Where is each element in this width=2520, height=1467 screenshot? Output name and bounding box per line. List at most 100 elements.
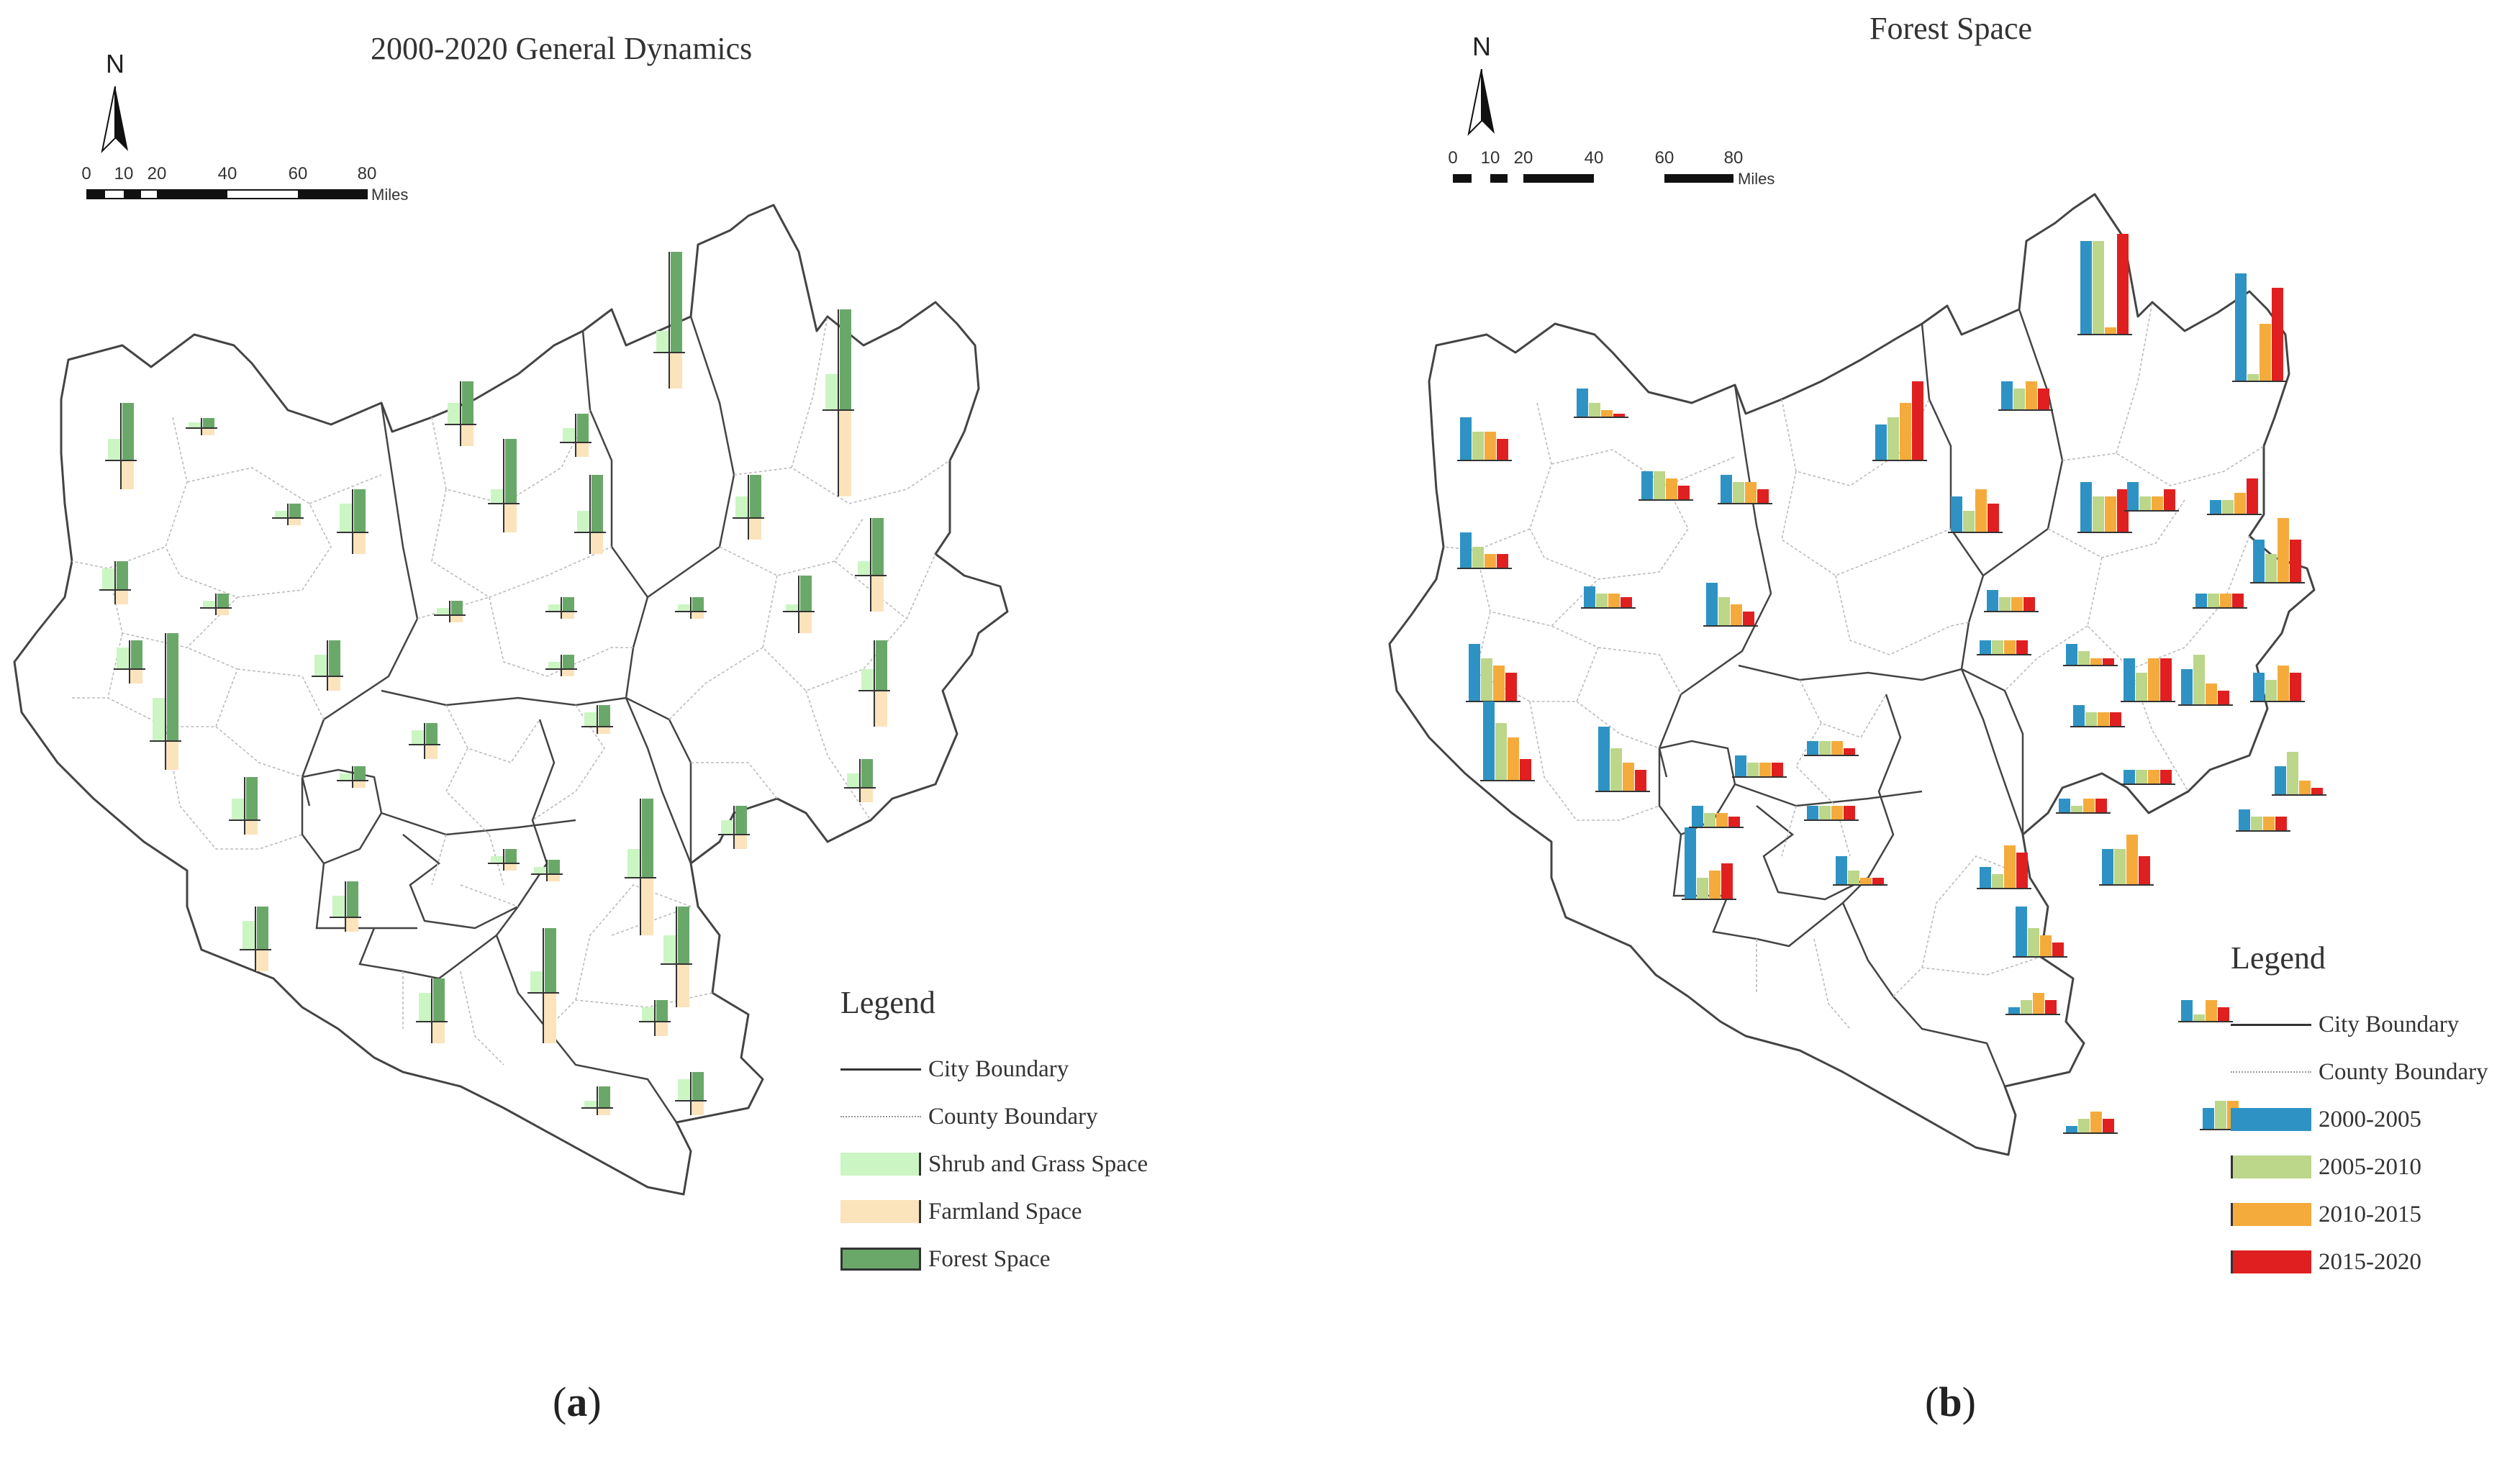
forest-period-bar xyxy=(1601,410,1613,417)
forest-period-bar xyxy=(1951,496,1962,532)
scale-unit: Miles xyxy=(371,186,409,204)
farmland-bar xyxy=(860,788,873,802)
panel-label-letter: b xyxy=(1939,1379,1962,1425)
forest-period-bar xyxy=(1887,417,1899,460)
forest-period-bar xyxy=(1992,874,2003,889)
farmland-bar xyxy=(871,576,884,612)
forest-period-bar xyxy=(2139,496,2151,511)
forest-period-bar xyxy=(2195,594,2207,608)
shrub-grass-bar xyxy=(577,511,590,532)
forest-period-bar xyxy=(1608,594,1620,608)
shrub-grass-bar xyxy=(786,604,799,612)
farmland-bar xyxy=(504,863,517,871)
forest-period-bar xyxy=(1975,489,1987,532)
legend-title: Legend xyxy=(2231,940,2326,976)
forest-period-bar xyxy=(2114,849,2126,885)
shrub-grass-bar xyxy=(117,648,130,669)
forest-period-bar xyxy=(1963,511,1975,532)
forest-period-bar xyxy=(1685,827,1696,899)
forest-period-bar xyxy=(2013,389,2025,410)
forest-period-bar xyxy=(1613,414,1625,417)
forest-bar xyxy=(800,576,812,612)
forest-period-bar xyxy=(1472,432,1484,460)
farmland-bar xyxy=(561,669,574,676)
forest-period-bar xyxy=(2290,540,2301,583)
forest-period-bar xyxy=(2126,835,2138,885)
legend-label: County Boundary xyxy=(2319,1058,2488,1085)
forest-period-bar xyxy=(2218,1007,2229,1022)
forest-period-bar xyxy=(2290,673,2301,701)
legend-a: Legend City Boundary County Boundary Shr… xyxy=(840,984,1148,1283)
shrub-grass-bar xyxy=(642,1007,655,1022)
shrub-grass-bar xyxy=(153,698,166,741)
forest-period-bar xyxy=(2210,500,2221,514)
forest-bar xyxy=(840,309,851,410)
north-letter-a: N xyxy=(106,49,124,78)
forest-bar xyxy=(548,860,560,874)
map-title-b: Forest Space xyxy=(1869,11,2033,46)
shrub-grass-bar xyxy=(548,662,561,669)
forest-period-bar xyxy=(2127,482,2139,511)
forest-period-bar xyxy=(2239,809,2250,831)
forest-period-bar xyxy=(2253,540,2265,583)
forest-period-bar xyxy=(1483,701,1495,781)
forest-bar xyxy=(117,561,128,590)
legend-label: Shrub and Grass Space xyxy=(928,1150,1148,1177)
scale-tick: 10 xyxy=(114,164,134,183)
forest-period-bar xyxy=(1654,471,1665,500)
forest-period-bar xyxy=(1678,486,1690,500)
forest-period-bar xyxy=(2247,374,2259,381)
forest-period-bar xyxy=(1472,547,1484,568)
forest-period-bar xyxy=(2085,712,2097,727)
farmland-bar xyxy=(255,950,268,971)
forest-period-bar xyxy=(2093,241,2104,335)
forest-period-bar xyxy=(2263,817,2275,831)
farmland-bar xyxy=(748,518,761,540)
forest-period-bar xyxy=(2247,478,2258,514)
forest-period-bar xyxy=(2093,496,2104,532)
farmland-bar xyxy=(450,615,463,622)
forest-period-bar xyxy=(2136,673,2147,701)
forest-period-bar xyxy=(2117,234,2129,335)
forest-period-bar xyxy=(2011,597,2023,612)
legend-item-city-boundary: City Boundary xyxy=(840,1045,1148,1093)
forest-period-bar xyxy=(1721,475,1732,504)
farmland-bar xyxy=(799,612,812,633)
forest-period-bar xyxy=(1485,554,1496,568)
forest-period-bar xyxy=(2083,799,2095,813)
panel-label-letter: a xyxy=(566,1379,588,1425)
forest-period-bar xyxy=(2136,770,2147,784)
forest-period-bar xyxy=(2299,781,2311,795)
forest-period-bar xyxy=(2038,389,2049,410)
farmland-bar xyxy=(874,691,887,727)
forest-period-bar xyxy=(2066,1126,2077,1133)
forest-bar xyxy=(167,633,178,741)
shrub-grass-bar xyxy=(102,568,115,590)
shrub-grass-bar xyxy=(275,511,288,518)
forest-period-bar xyxy=(2181,669,2193,705)
forest-period-bar xyxy=(2016,640,2028,655)
forest-period-bar xyxy=(1875,424,1887,460)
forest-period-bar xyxy=(1716,813,1728,827)
forest-period-bar xyxy=(1721,863,1733,899)
forest-period-bar xyxy=(2028,928,2039,957)
forest-period-bar xyxy=(2098,712,2109,727)
forest-period-bar xyxy=(2260,324,2271,381)
shrub-grass-bar xyxy=(189,422,201,428)
forest-period-bar xyxy=(2078,1119,2090,1133)
forest-bar xyxy=(122,403,134,460)
scale-tick: 0 xyxy=(1448,148,1458,168)
forest-period-bar xyxy=(1819,741,1831,755)
forest-period-bar xyxy=(2265,554,2277,583)
shrub-grass-bar xyxy=(627,849,640,878)
forest-bar xyxy=(563,655,574,669)
forest-period-bar xyxy=(1497,439,1508,460)
forest-period-bar xyxy=(2272,288,2283,381)
forest-period-bar xyxy=(1493,666,1505,701)
forest-bar xyxy=(872,518,884,576)
panel-label-paren: ( xyxy=(1925,1379,1939,1425)
shrub-grass-bar xyxy=(243,921,255,950)
forest-period-bar xyxy=(2016,907,2027,957)
forest-period-bar xyxy=(2021,1000,2032,1014)
forest-period-bar xyxy=(1848,871,1859,885)
